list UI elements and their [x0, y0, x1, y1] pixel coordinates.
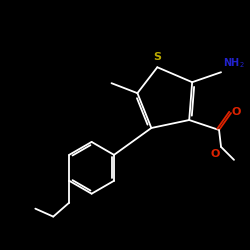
Text: S: S: [153, 52, 161, 62]
Text: O: O: [211, 149, 220, 159]
Text: O: O: [232, 107, 241, 117]
Text: NH$_2$: NH$_2$: [223, 56, 245, 70]
